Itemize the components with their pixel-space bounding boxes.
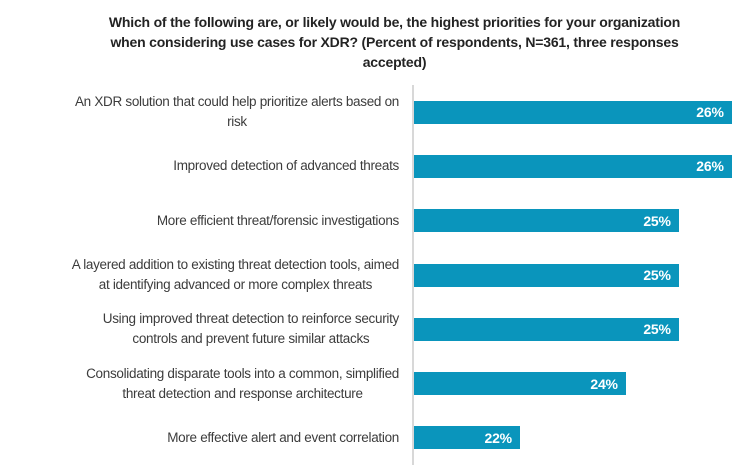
category-label-line: risk — [227, 114, 247, 130]
category-label-line: Improved detection of advanced threats — [173, 158, 399, 174]
chart-title-line: Which of the following are, or likely wo… — [108, 14, 681, 30]
category-label: An XDR solution that could help prioriti… — [75, 92, 399, 132]
value-label: 25% — [643, 321, 671, 338]
bar-row: Improved detection of advanced threats 26… — [0, 139, 737, 194]
bar-track: 25% — [412, 302, 737, 357]
category-label-line: More efficient threat/forensic investiga… — [156, 212, 399, 228]
bar-track: 22% — [412, 410, 737, 465]
category-label: Consolidating disparate tools into a com… — [86, 364, 399, 404]
chart-title-line: when considering use cases for XDR? (Per… — [110, 34, 679, 50]
category-label-line: controls and prevent future similar atta… — [132, 331, 370, 347]
category-label-line: at identifying advanced or more complex … — [98, 277, 373, 293]
bar-row: Consolidating disparate tools into a com… — [0, 356, 737, 411]
category-label-cell: Consolidating disparate tools into a com… — [0, 364, 412, 404]
bar-row: A layered addition to existing threat de… — [0, 247, 737, 303]
category-label-line: threat detection and response architectu… — [122, 385, 363, 401]
chart-title-line: accepted) — [362, 54, 427, 70]
value-label: 25% — [643, 267, 671, 284]
value-label: 22% — [484, 429, 512, 446]
category-label-cell: More effective alert and event correlati… — [0, 428, 412, 448]
category-label-line: More effective alert and event correlati… — [167, 429, 399, 445]
bar: 26% — [414, 100, 732, 124]
value-label: 26% — [696, 104, 724, 121]
category-label: More effective alert and event correlati… — [167, 428, 399, 448]
value-label: 26% — [696, 158, 724, 175]
category-label-cell: Improved detection of advanced threats — [0, 156, 412, 176]
value-label: 25% — [643, 212, 671, 229]
bar: 25% — [414, 263, 679, 287]
bar-track: 25% — [412, 193, 737, 248]
category-label-line: Using improved threat detection to reinf… — [102, 311, 400, 327]
bar-track: 24% — [412, 356, 737, 411]
category-label: Improved detection of advanced threats — [173, 156, 399, 176]
category-label: A layered addition to existing threat de… — [71, 255, 400, 295]
bar-row: More efficient threat/forensic investiga… — [0, 193, 737, 248]
bar: 25% — [414, 317, 679, 341]
bar-track: 26% — [412, 139, 737, 194]
bar: 26% — [414, 154, 732, 178]
category-label-line: An XDR solution that could help prioriti… — [74, 94, 399, 110]
category-label: Using improved threat detection to reinf… — [102, 309, 400, 349]
category-label-line: Consolidating disparate tools into a com… — [86, 365, 399, 381]
bar-track: 26% — [412, 85, 737, 140]
bar: 22% — [414, 426, 520, 450]
category-label-cell: A layered addition to existing threat de… — [0, 255, 412, 295]
bar-row: Using improved threat detection to reinf… — [0, 302, 737, 357]
bar-chart-area: An XDR solution that could help prioriti… — [0, 85, 737, 465]
value-label: 24% — [590, 375, 618, 392]
chart-title: Which of the following are, or likely wo… — [72, 12, 717, 72]
bar: 24% — [414, 372, 626, 396]
category-label-cell: An XDR solution that could help prioriti… — [0, 92, 412, 132]
category-label-cell: More efficient threat/forensic investiga… — [0, 211, 412, 231]
category-label: More efficient threat/forensic investiga… — [157, 211, 399, 231]
bar-row: An XDR solution that could help prioriti… — [0, 85, 737, 140]
category-label-cell: Using improved threat detection to reinf… — [0, 309, 412, 349]
bar-track: 25% — [412, 247, 737, 303]
category-label-line: A layered addition to existing threat de… — [71, 257, 400, 273]
bar-row: More effective alert and event correlati… — [0, 410, 737, 465]
bar: 25% — [414, 209, 679, 233]
